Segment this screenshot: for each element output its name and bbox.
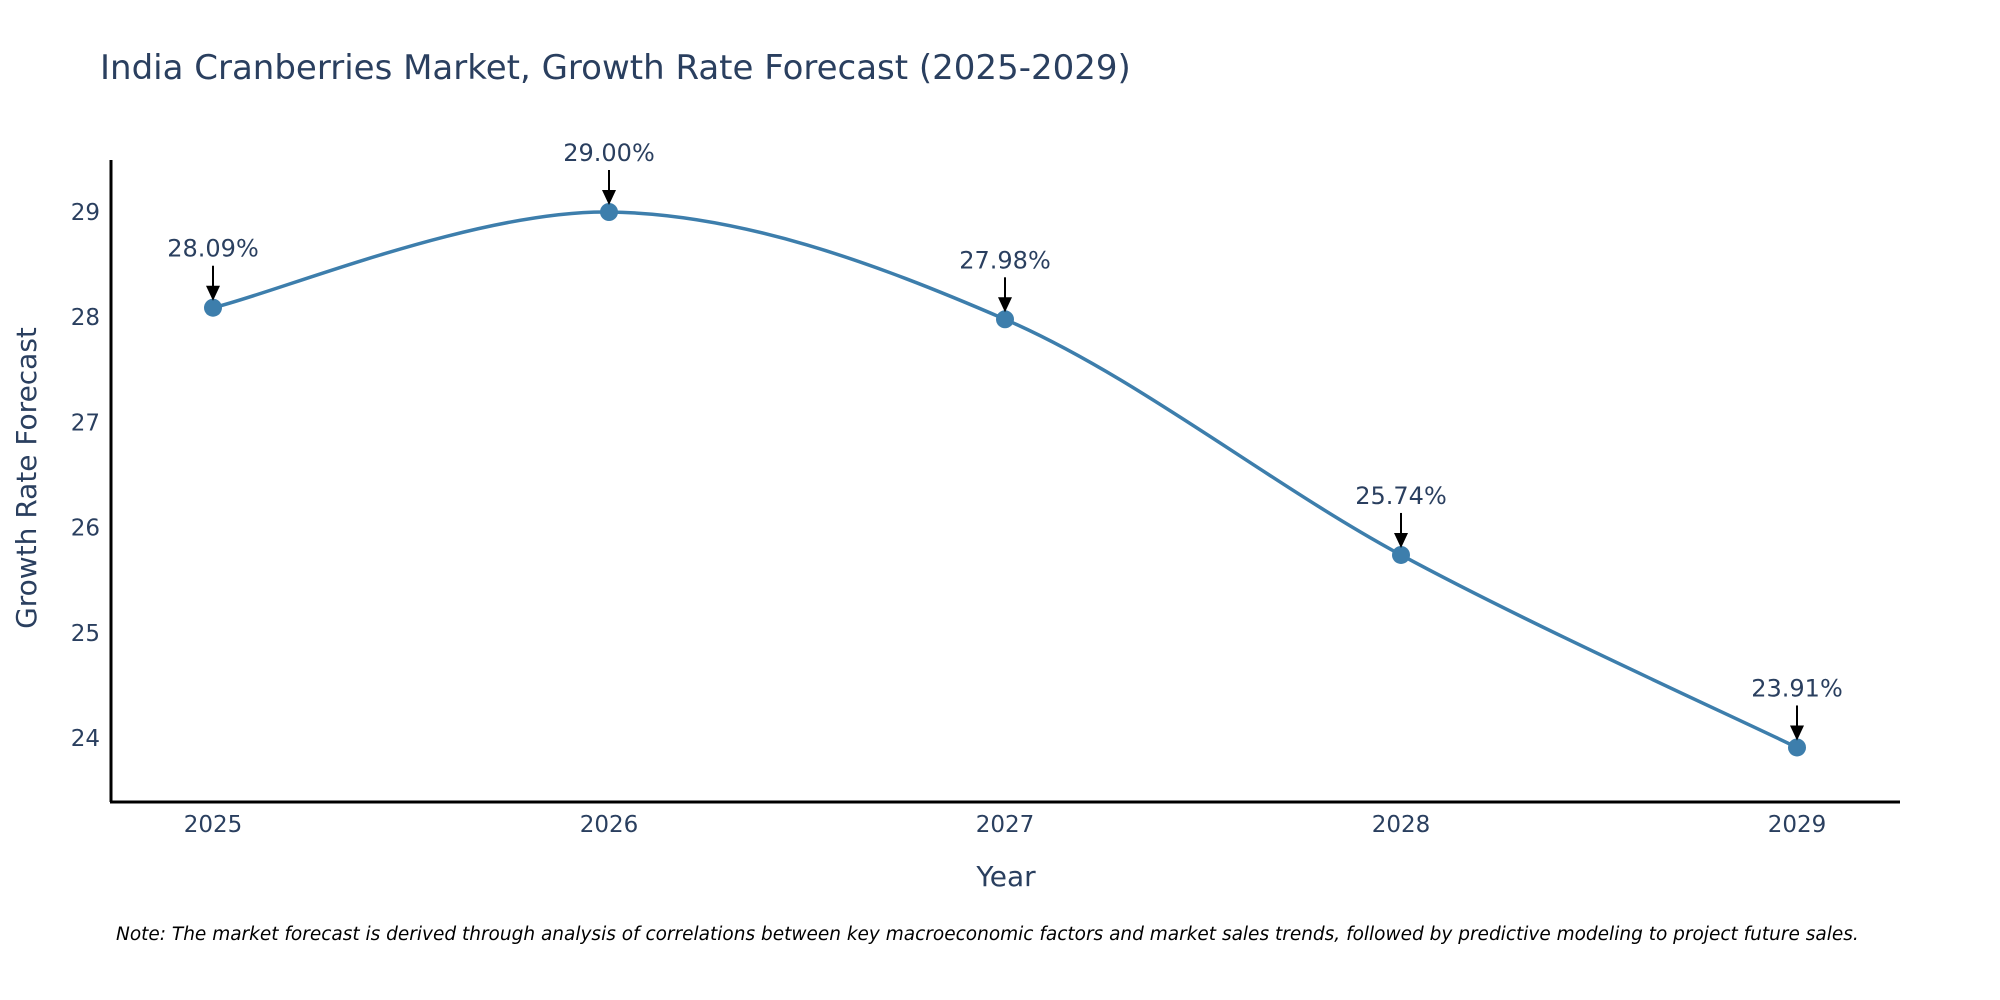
y-axis: 24 25 26 27 28 29: [71, 160, 113, 802]
y-axis-title: Growth Rate Forecast: [10, 327, 43, 629]
annotation-arrow-head: [1394, 532, 1408, 548]
annotation-arrow-head: [206, 285, 220, 301]
x-tick-label: 2029: [1768, 812, 1827, 838]
y-tick-label: 29: [71, 200, 100, 226]
chart-note: Note: The market forecast is derived thr…: [116, 924, 1859, 945]
x-tick-labels: 2025 2026 2027 2028 2029: [184, 812, 1827, 838]
x-tick-label: 2026: [580, 812, 639, 838]
annotation-arrow-head: [1790, 725, 1804, 741]
data-label: 28.09%: [167, 235, 259, 263]
x-tick-label: 2027: [976, 812, 1035, 838]
data-point[interactable]: [600, 203, 618, 221]
x-axis-title: Year: [975, 860, 1036, 893]
annotation-arrow-head: [998, 297, 1012, 313]
y-tick-label: 24: [71, 726, 100, 752]
data-annotations: 28.09% 29.00% 27.98% 25.74% 23.91%: [167, 139, 1843, 741]
x-axis: 2025 2026 2027 2028 2029: [110, 800, 1900, 838]
chart-title: India Cranberries Market, Growth Rate Fo…: [100, 48, 1131, 88]
y-tick-label: 25: [71, 621, 100, 647]
data-label: 23.91%: [1751, 674, 1843, 702]
data-point[interactable]: [996, 310, 1014, 329]
data-point[interactable]: [204, 298, 222, 317]
x-tick-label: 2025: [184, 812, 243, 838]
y-tick-label: 28: [71, 305, 100, 331]
data-point[interactable]: [1788, 738, 1806, 757]
y-tick-label: 27: [71, 410, 100, 436]
data-point[interactable]: [1392, 545, 1410, 564]
y-tick-labels: 24 25 26 27 28 29: [71, 200, 100, 752]
y-tick-label: 26: [71, 516, 100, 542]
data-label: 25.74%: [1355, 482, 1447, 510]
series-growth-rate: [204, 203, 1806, 757]
annotation-arrow-head: [602, 190, 616, 205]
data-label: 29.00%: [563, 139, 655, 167]
x-tick-label: 2028: [1372, 812, 1431, 838]
data-label: 27.98%: [959, 246, 1051, 274]
